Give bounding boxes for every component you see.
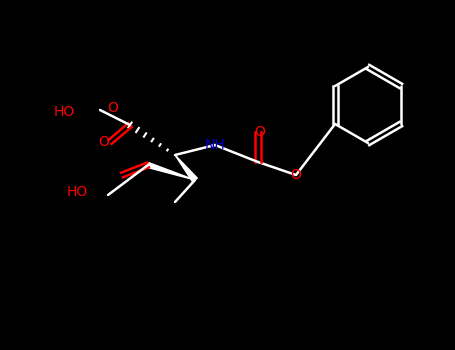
Text: O: O [291,168,301,182]
Text: HO: HO [67,185,88,199]
Text: O: O [254,125,265,139]
Text: NH: NH [205,138,225,152]
Text: O: O [107,101,118,115]
Polygon shape [175,155,197,182]
Text: HO: HO [54,105,75,119]
Text: O: O [99,135,110,149]
Polygon shape [147,163,195,180]
